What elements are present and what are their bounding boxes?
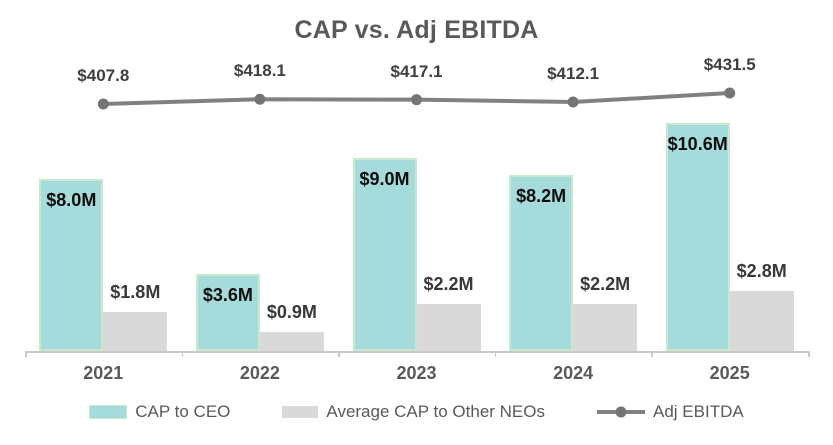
x-axis-label-2025: 2025: [709, 363, 750, 383]
line-label-adj-ebitda-2022: $418.1: [233, 61, 286, 81]
bar-cap-to-ceo-2021: [39, 179, 104, 351]
legend-label-adj-ebitda: Adj EBITDA: [653, 402, 744, 421]
x-axis-tick: [494, 351, 497, 357]
bar-average-cap-other-neos-2022: [259, 331, 324, 351]
bar-label-cap-to-ceo-2022: $3.6M: [202, 284, 253, 305]
legend-item-average-cap-other-neos: Average CAP to Other NEOs: [282, 402, 545, 422]
legend-item-cap-to-ceo: CAP to CEO: [89, 402, 230, 422]
x-axis-tick: [25, 351, 27, 357]
legend-swatch-cap-to-ceo: [89, 405, 128, 419]
bar-label-average-cap-other-neos-2021: $1.8M: [110, 282, 161, 303]
x-axis-label-2021: 2021: [83, 363, 124, 383]
legend: CAP to CEO Average CAP to Other NEOs Adj…: [0, 402, 833, 422]
x-axis-tick: [338, 351, 340, 357]
bar-average-cap-other-neos-2023: [416, 303, 481, 351]
x-axis-label-2022: 2022: [239, 363, 280, 383]
adj-ebitda-marker-2021: [97, 98, 109, 110]
x-axis-label-2023: 2023: [396, 363, 437, 383]
bar-label-average-cap-other-neos-2022: $0.9M: [266, 301, 317, 322]
legend-label-cap-to-ceo: CAP to CEO: [135, 402, 231, 421]
bar-average-cap-other-neos-2021: [103, 312, 168, 351]
x-axis-tick: [808, 351, 810, 357]
legend-swatch-average-cap-other-neos: [282, 406, 319, 418]
line-label-adj-ebitda-2024: $412.1: [547, 64, 600, 83]
adj-ebitda-line: [103, 91, 730, 106]
adj-ebitda-marker-2024: [567, 96, 579, 108]
adj-ebitda-marker-2025: [724, 87, 736, 99]
x-axis-tick: [651, 351, 653, 357]
bar-cap-to-ceo-2023: [352, 157, 417, 351]
x-axis-tick: [181, 351, 184, 357]
bar-cap-to-ceo-2025: [665, 123, 730, 351]
legend-item-adj-ebitda: Adj EBITDA: [597, 402, 744, 422]
bar-label-average-cap-other-neos-2023: $2.2M: [423, 273, 474, 294]
adj-ebitda-marker-2023: [411, 94, 422, 106]
legend-label-average-cap-other-neos: Average CAP to Other NEOs: [326, 402, 545, 421]
chart-title: CAP vs. Adj EBITDA: [294, 16, 539, 44]
bar-label-cap-to-ceo-2024: $8.2M: [516, 185, 567, 206]
line-label-adj-ebitda-2023: $417.1: [390, 61, 443, 81]
bar-average-cap-other-neos-2025: [729, 290, 794, 351]
line-label-adj-ebitda-2025: $431.5: [703, 55, 756, 74]
legend-line-marker-icon: [597, 406, 645, 418]
bar-cap-to-ceo-2024: [509, 174, 574, 351]
bar-average-cap-other-neos-2024: [573, 303, 638, 351]
bar-label-cap-to-ceo-2023: $9.0M: [359, 168, 410, 189]
bar-label-average-cap-other-neos-2024: $2.2M: [580, 273, 631, 294]
bar-label-cap-to-ceo-2025: $10.6M: [667, 134, 728, 155]
bar-label-average-cap-other-neos-2025: $2.8M: [736, 260, 787, 281]
adj-ebitda-marker-2022: [254, 93, 266, 105]
x-axis-label-2024: 2024: [553, 363, 594, 383]
bar-cap-to-ceo-2022: [195, 273, 260, 351]
x-axis-line: [25, 351, 808, 353]
line-label-adj-ebitda-2021: $407.8: [77, 66, 130, 85]
bar-label-cap-to-ceo-2021: $8.0M: [46, 190, 97, 210]
